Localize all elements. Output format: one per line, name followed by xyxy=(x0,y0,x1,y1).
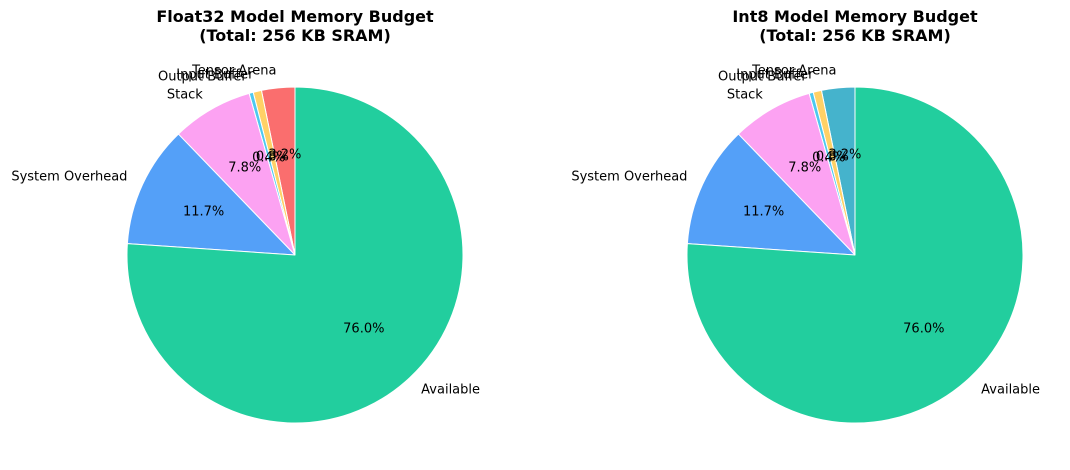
pct-label-available: 76.0% xyxy=(903,321,945,337)
slice-label-stack: Stack xyxy=(726,87,763,103)
pct-label-input-buffer: 0.8% xyxy=(815,149,849,165)
pct-label-tensor-arena: 3.2% xyxy=(828,147,862,163)
slice-label-available: Available xyxy=(421,382,481,398)
slice-label-system-overhead: System Overhead xyxy=(571,169,688,185)
chart-title-line2: (Total: 256 KB SRAM) xyxy=(199,26,391,45)
slice-label-tensor-arena: Tensor Arena xyxy=(192,63,277,79)
pie-slice-tensor-arena xyxy=(820,86,856,256)
slice-label-output-buffer: Output Buffer xyxy=(717,69,807,85)
chart-title-float32: Float32 Model Memory Budget (Total: 256 … xyxy=(35,7,555,45)
pct-label-stack: 7.8% xyxy=(788,160,822,176)
slice-label-output-buffer: Output Buffer xyxy=(157,69,247,85)
pct-label-output-buffer: 0.4% xyxy=(812,150,846,166)
slice-label-system-overhead: System Overhead xyxy=(11,169,128,185)
slice-label-input-buffer: Input Buffer xyxy=(176,67,254,83)
slice-label-input-buffer: Input Buffer xyxy=(736,67,814,83)
pct-label-available: 76.0% xyxy=(343,321,385,337)
pct-label-tensor-arena: 3.2% xyxy=(268,147,302,163)
pct-label-stack: 7.8% xyxy=(228,160,262,176)
chart-title-line1: Float32 Model Memory Budget xyxy=(156,7,434,26)
pct-label-system-overhead: 11.7% xyxy=(742,204,785,220)
pct-label-output-buffer: 0.4% xyxy=(252,150,286,166)
slice-label-available: Available xyxy=(981,382,1041,398)
slice-label-tensor-arena: Tensor Arena xyxy=(752,63,837,79)
chart-title-line1: Int8 Model Memory Budget xyxy=(732,7,978,26)
chart-title-int8: Int8 Model Memory Budget (Total: 256 KB … xyxy=(595,7,1070,45)
slice-label-stack: Stack xyxy=(166,87,203,103)
pie-slice-available xyxy=(686,86,1024,424)
chart-title-line2: (Total: 256 KB SRAM) xyxy=(759,26,951,45)
pct-label-system-overhead: 11.7% xyxy=(182,204,225,220)
pct-label-input-buffer: 0.8% xyxy=(255,149,289,165)
